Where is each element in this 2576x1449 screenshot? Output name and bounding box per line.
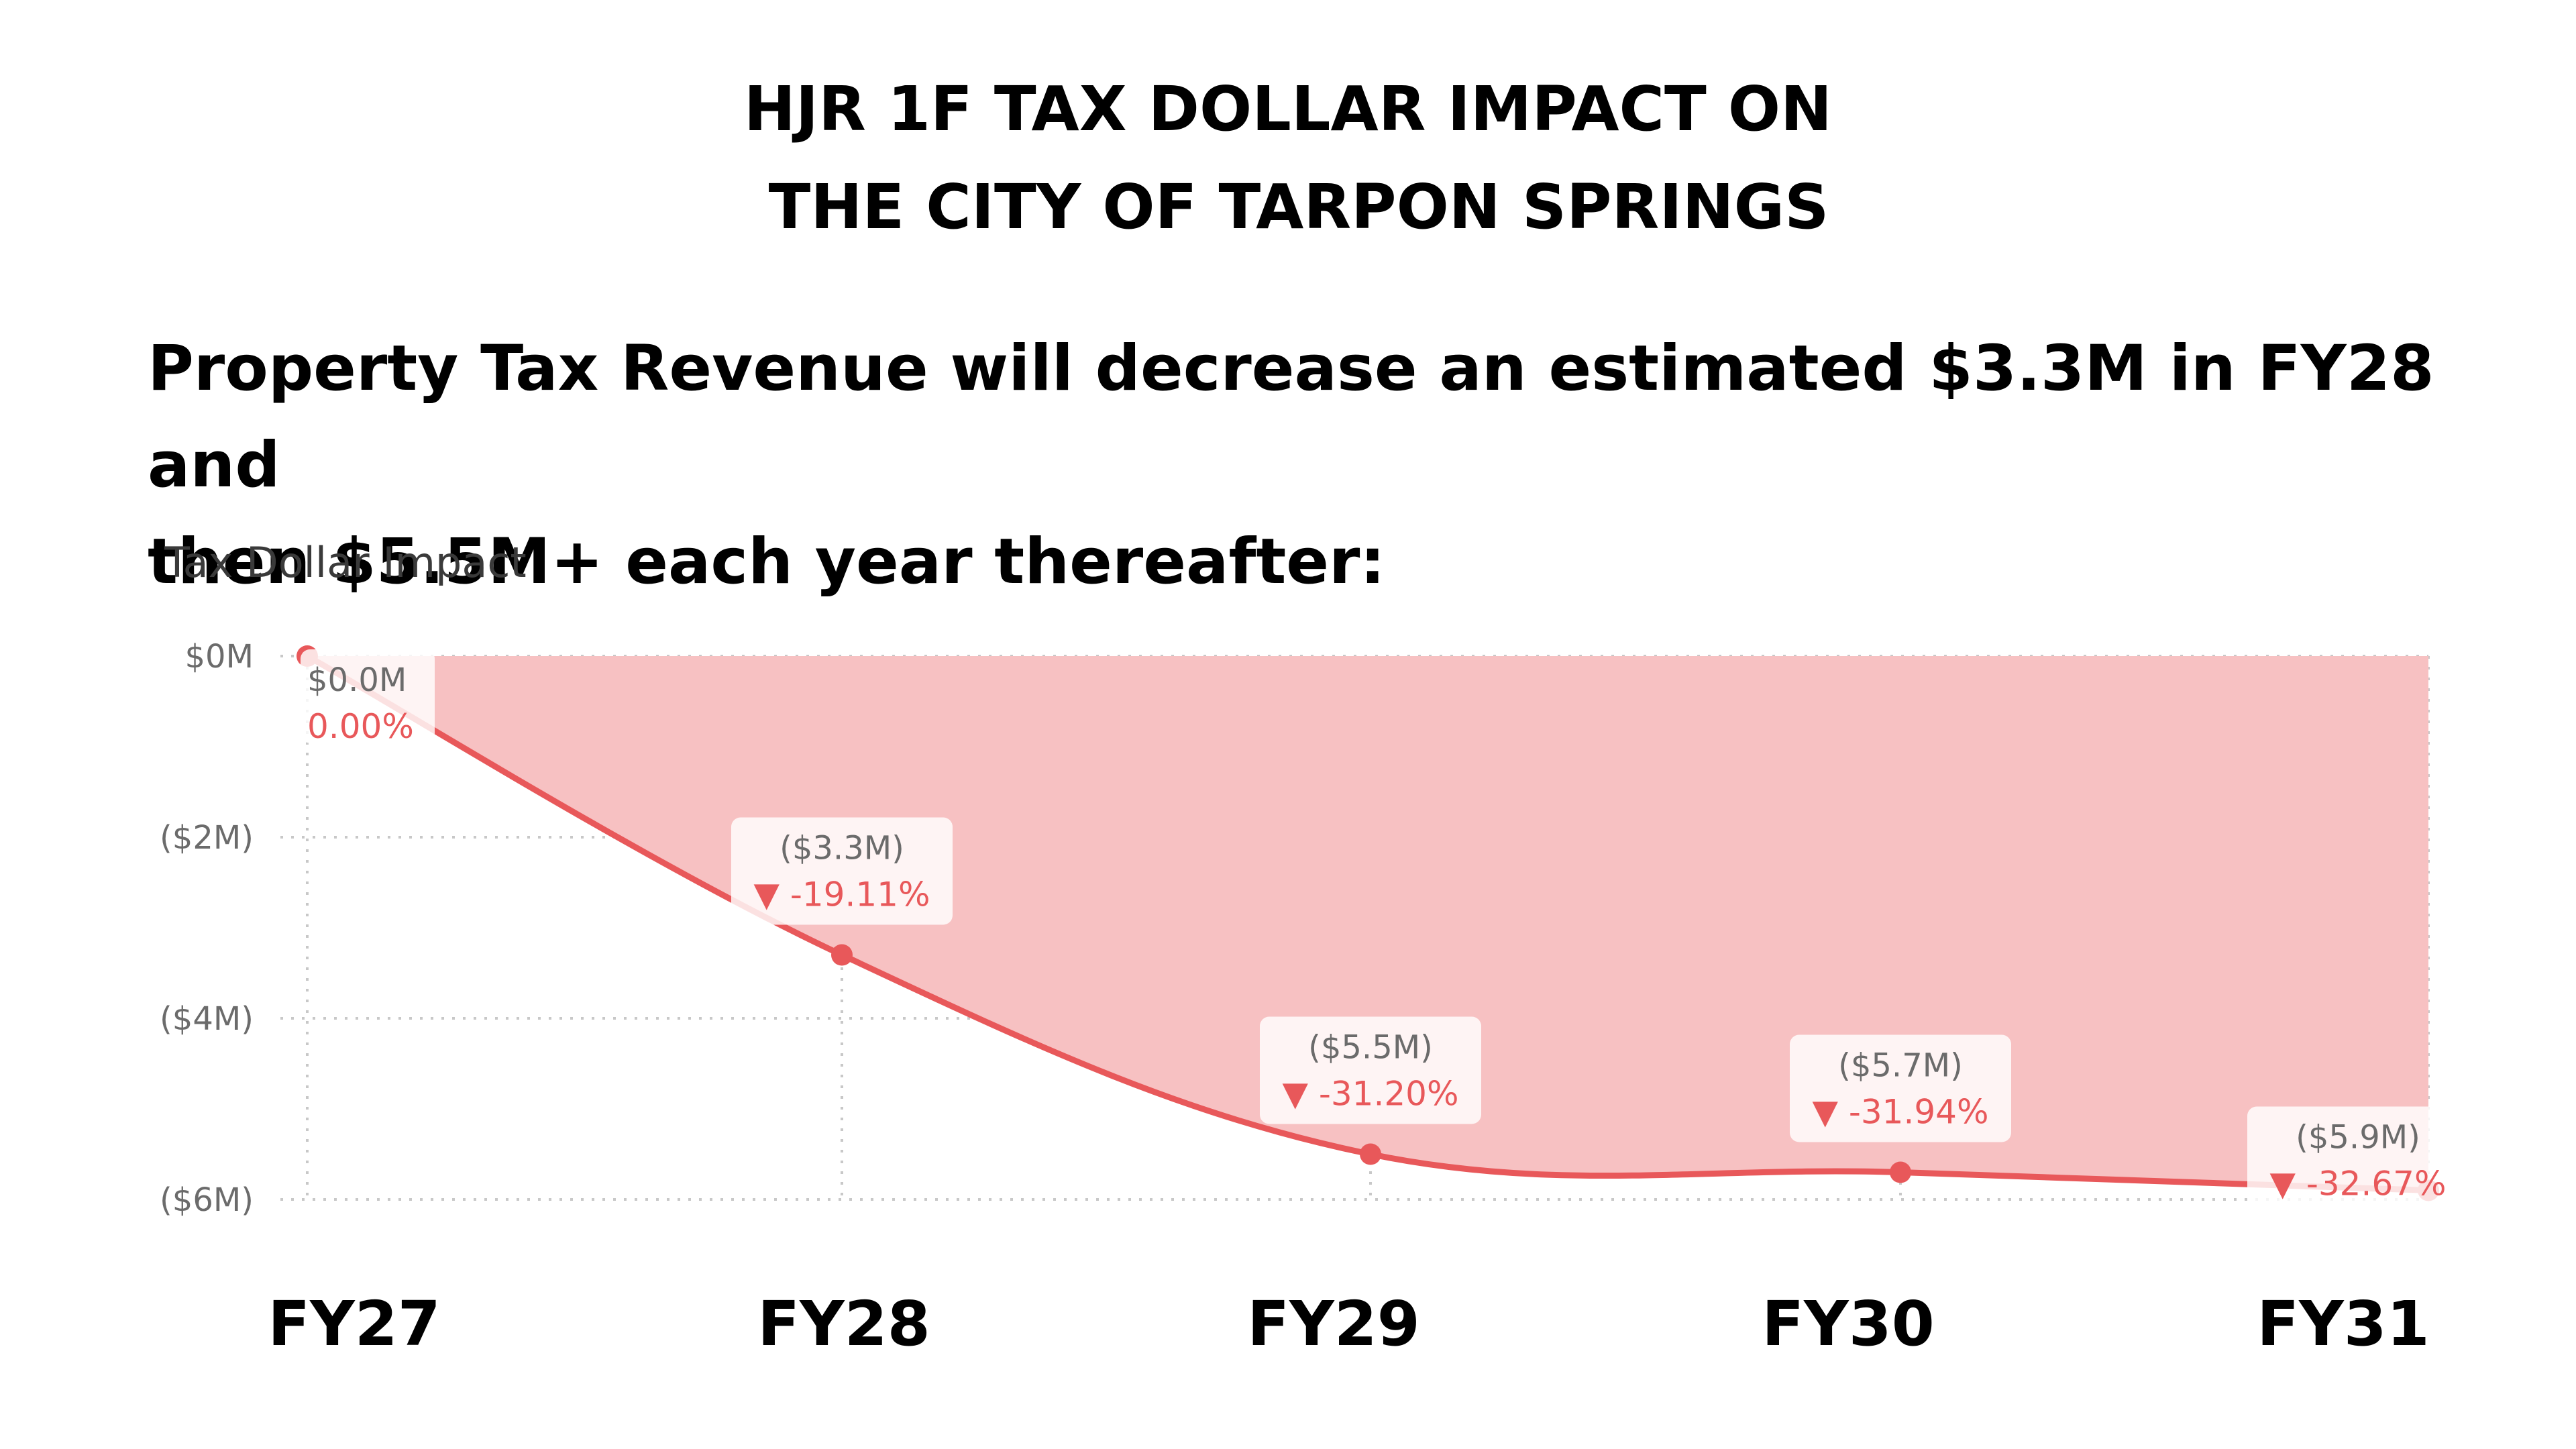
value-label: ($5.7M): [1838, 1047, 1963, 1085]
data-label-fy30: ($5.7M) ▼ -31.94%: [1790, 1034, 2011, 1142]
value-label: ($3.3M): [780, 830, 904, 867]
x-tick-label-fy29: FY29: [1247, 1288, 1420, 1360]
y-tick-label-2: ($4M): [160, 1000, 254, 1038]
x-axis: FY27 FY28 FY29 FY30 FY31: [268, 1288, 2430, 1360]
main-title-line1: HJR 1F TAX DOLLAR IMPACT ON: [743, 73, 1833, 145]
value-label: $0.0M: [307, 661, 407, 699]
data-label-box: [731, 817, 953, 925]
x-tick-label-fy30: FY30: [1762, 1288, 1935, 1360]
data-label-fy31: ($5.9M) ▼ -32.67%: [2247, 1106, 2469, 1214]
data-label-fy28: ($3.3M) ▼ -19.11%: [731, 817, 953, 925]
data-point-fy28[interactable]: [831, 944, 853, 966]
chart-title: Tax Dollar Impact: [164, 538, 527, 587]
data-label-box: [1260, 1016, 1481, 1124]
data-point-fy29[interactable]: [1360, 1143, 1381, 1165]
data-label-fy29: ($5.5M) ▼ -31.20%: [1260, 1016, 1481, 1124]
main-title: HJR 1F TAX DOLLAR IMPACT ON THE CITY OF …: [0, 60, 2576, 256]
main-title-line2: THE CITY OF TARPON SPRINGS: [747, 171, 1829, 243]
percent-label: ▼ -31.20%: [1282, 1075, 1458, 1114]
data-label-fy27: $0.0M 0.00%: [301, 649, 435, 746]
data-labels: $0.0M 0.00% ($3.3M) ▼ -19.11% ($5.5M) ▼ -31.2…: [301, 649, 2469, 1214]
value-label: ($5.9M): [2296, 1119, 2420, 1157]
percent-label: ▼ -19.11%: [753, 875, 930, 914]
x-tick-label-fy27: FY27: [268, 1288, 441, 1360]
headline-line2: then $5.5M+ each year thereafter:: [148, 525, 1385, 598]
x-tick-label-fy31: FY31: [2257, 1288, 2430, 1360]
percent-label: 0.00%: [307, 707, 414, 746]
value-label: ($5.5M): [1308, 1029, 1433, 1067]
x-tick-label-fy28: FY28: [757, 1288, 930, 1360]
y-tick-label-0: $0M: [185, 638, 254, 676]
y-axis: $0M ($2M) ($4M) ($6M): [160, 638, 254, 1219]
percent-label: ▼ -32.67%: [2269, 1165, 2446, 1203]
data-label-box: [1790, 1034, 2011, 1142]
data-point-fy30[interactable]: [1890, 1161, 1911, 1183]
data-label-box: [2247, 1106, 2469, 1214]
data-label-box: [301, 649, 435, 743]
percent-label: ▼ -31.94%: [1812, 1093, 1988, 1132]
y-tick-label-3: ($6M): [160, 1181, 254, 1219]
headline: Property Tax Revenue will decrease an es…: [148, 321, 2496, 610]
y-tick-label-1: ($2M): [160, 819, 254, 857]
headline-line1: Property Tax Revenue will decrease an es…: [148, 332, 2434, 502]
